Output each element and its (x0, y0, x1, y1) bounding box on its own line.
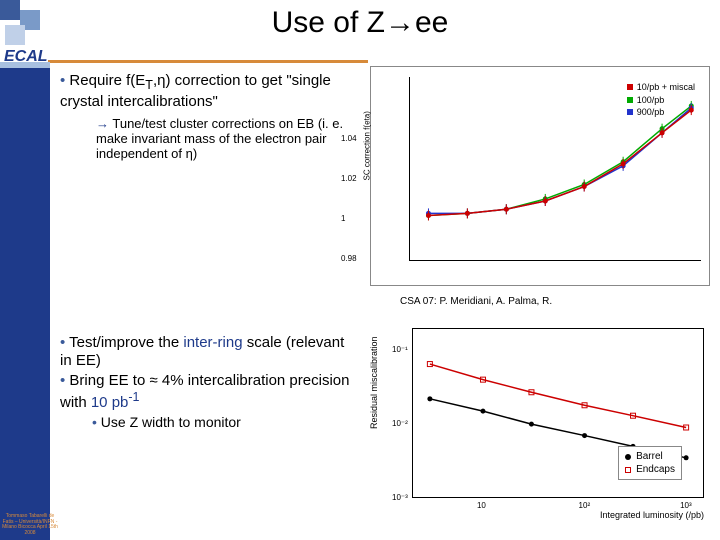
footer: Tommaso Tabarelli de Fatis – Università/… (2, 514, 58, 536)
chart1-ylabel: SC correction f(eta) (363, 111, 372, 180)
slide-title: Use of Z→ee (0, 0, 720, 40)
chart2-xlabel: Integrated luminosity (/pb) (600, 510, 704, 520)
divider (48, 60, 368, 63)
side-stripe (0, 62, 50, 540)
chart2-ylabel: Residual miscalibration (369, 336, 379, 429)
chart1-legend: 10/pb + miscal100/pb900/pb (627, 81, 695, 119)
chart-residual-miscal: Residual miscalibration BarrelEndcaps In… (370, 320, 710, 520)
sub-bullet-1: → Tune/test cluster corrections on EB (i… (96, 117, 356, 162)
bullet-group-2: • Test/improve the inter-ring scale (rel… (60, 334, 360, 430)
chart2-legend: BarrelEndcaps (618, 446, 682, 480)
credit-text: CSA 07: P. Meridiani, A. Palma, R. (400, 296, 552, 307)
chart-sc-correction: SC correction f(eta) 10/pb + miscal100/p… (370, 66, 710, 286)
bullet-1: • Require f(ET,η) correction to get "sin… (60, 72, 350, 111)
